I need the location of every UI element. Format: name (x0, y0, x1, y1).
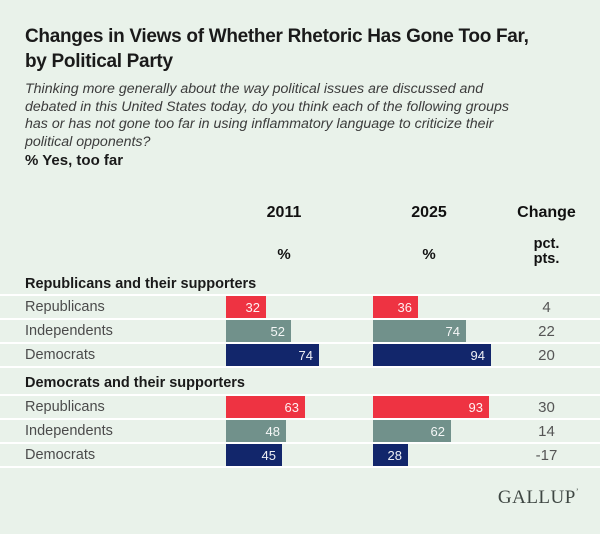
row-label: Independents (25, 323, 113, 339)
table-row: Independents 52 74 22 (0, 318, 600, 342)
chart-question-line: Thinking more generally about the way po… (25, 81, 484, 97)
chart-question: Thinking more generally about the way po… (25, 81, 509, 152)
bar-2025: 36 (373, 296, 418, 318)
bar-track: 48 (226, 420, 373, 442)
bar-track: 28 (373, 444, 513, 466)
row-label: Democrats (25, 447, 96, 463)
group-header: Democrats and their supporters (25, 375, 245, 391)
group-rows: Republicans 32 36 4 Independents 52 74 22 Democr… (0, 294, 600, 368)
bar-value-label: 36 (397, 299, 412, 315)
bar-2025: 74 (373, 320, 466, 342)
bar-track: 74 (226, 344, 373, 366)
change-value: -17 (535, 446, 558, 464)
bar-2025: 93 (373, 396, 489, 418)
bar-2011: 74 (226, 344, 319, 366)
bar-value-label: 48 (265, 423, 280, 439)
bar-track: 32 (226, 296, 373, 318)
bar-2011: 52 (226, 320, 291, 342)
chart-title: Changes in Views of Whether Rhetoric Has… (25, 24, 529, 74)
bar-value-label: 62 (430, 423, 445, 439)
gallup-logo: GALLUP’ (498, 487, 579, 509)
table-row: Republicans 32 36 4 (0, 294, 600, 318)
bar-2025: 62 (373, 420, 451, 442)
bar-track: 62 (373, 420, 513, 442)
group-header: Republicans and their supporters (25, 276, 257, 292)
measure-label: % Yes, too far (25, 152, 124, 169)
column-unit-change-line1: pct. (533, 236, 560, 252)
trademark-mark: ’ (575, 487, 579, 496)
bar-2011: 63 (226, 396, 305, 418)
table-row: Democrats 74 94 20 (0, 342, 600, 366)
bar-2025: 28 (373, 444, 408, 466)
bar-value-label: 28 (387, 447, 402, 463)
bar-track: 94 (373, 344, 513, 366)
bar-track: 45 (226, 444, 373, 466)
bar-value-label: 94 (470, 347, 485, 363)
chart-question-line: has or has not gone too far in using inf… (25, 116, 494, 133)
table-row: Democrats 45 28 -17 (0, 442, 600, 466)
bar-value-label: 74 (298, 347, 313, 363)
bar-2011: 45 (226, 444, 282, 466)
row-label: Democrats (25, 347, 96, 363)
row-label: Republicans (25, 399, 105, 415)
column-header-change: Change (517, 204, 576, 221)
column-unit-2011: % (277, 246, 291, 263)
bar-track: 74 (373, 320, 513, 342)
bar-value-label: 45 (261, 447, 276, 463)
change-value: 30 (538, 398, 555, 416)
bar-value-label: 52 (270, 323, 285, 339)
bar-value-label: 32 (245, 299, 260, 315)
change-value: 4 (542, 298, 551, 316)
bar-track: 63 (226, 396, 373, 418)
column-unit-change: pct. pts. (513, 237, 580, 267)
bar-track: 52 (226, 320, 373, 342)
table-row: Republicans 63 93 30 (0, 394, 600, 418)
change-value: 14 (538, 422, 555, 440)
bar-track: 36 (373, 296, 513, 318)
bar-value-label: 63 (284, 399, 299, 415)
group-rows: Republicans 63 93 30 Independents 48 62 14 Democ… (0, 394, 600, 468)
comparison-table: Republicans and their supporters Republic… (0, 276, 600, 468)
table-row: Independents 48 62 14 (0, 418, 600, 442)
bar-2011: 32 (226, 296, 266, 318)
change-value: 22 (538, 322, 555, 340)
column-unit-change-line2: pts. (533, 251, 560, 267)
bar-value-label: 93 (468, 399, 483, 415)
chart-title-line2: by Political Party (25, 51, 173, 72)
bar-track: 93 (373, 396, 513, 418)
bar-value-label: 74 (445, 323, 460, 339)
chart-question-line: political opponents? (25, 134, 151, 151)
column-header-2025: 2025 (411, 204, 447, 221)
column-unit-2025: % (422, 246, 436, 263)
change-value: 20 (538, 346, 555, 364)
gallup-logo-text: GALLUP (497, 487, 576, 508)
chart-question-line: debated in this United States today, do … (25, 98, 510, 115)
row-label: Independents (25, 423, 113, 439)
chart-title-line1: Changes in Views of Whether Rhetoric Has… (25, 26, 529, 47)
row-label: Republicans (25, 299, 105, 315)
column-header-2011: 2011 (266, 204, 302, 221)
bar-2025: 94 (373, 344, 491, 366)
bar-2011: 48 (226, 420, 286, 442)
